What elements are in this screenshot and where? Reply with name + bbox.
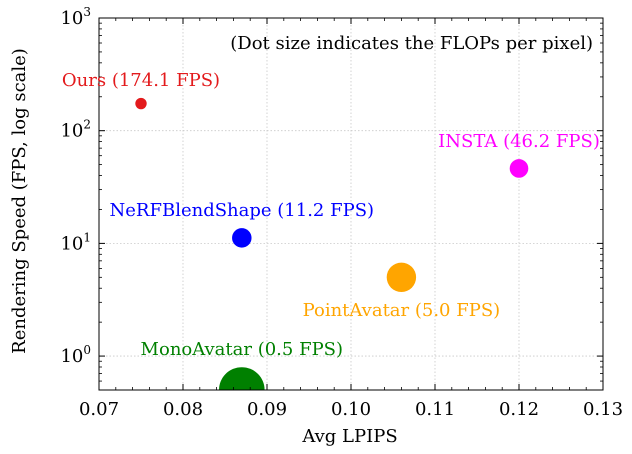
y-tick-label: 103 <box>60 5 91 29</box>
x-tick-label: 0.09 <box>247 399 287 420</box>
y-tick-label: 100 <box>60 343 91 367</box>
x-tick-label: 0.08 <box>163 399 203 420</box>
x-tick-label: 0.07 <box>79 399 119 420</box>
data-points <box>135 97 529 390</box>
point-labels: Ours (174.1 FPS) INSTA (46.2 FPS) NeRFBlen… <box>62 70 600 360</box>
label-nerfblendshape: NeRFBlendShape (11.2 FPS) <box>110 200 375 221</box>
x-axis-label: Avg LPIPS <box>301 426 397 447</box>
grid <box>99 18 603 390</box>
x-tick-label: 0.13 <box>583 399 623 420</box>
x-tick-label: 0.10 <box>331 399 371 420</box>
size-annotation: (Dot size indicates the FLOPs per pixel) <box>230 33 593 54</box>
x-tick-label: 0.12 <box>499 399 539 420</box>
y-axis-label: Rendering Speed (FPS, log scale) <box>9 48 30 354</box>
point-ours <box>135 97 147 110</box>
y-tick-label: 101 <box>60 230 91 254</box>
point-pointavatar <box>386 262 417 293</box>
label-insta: INSTA (46.2 FPS) <box>438 131 600 152</box>
label-ours: Ours (174.1 FPS) <box>62 70 220 91</box>
label-monoavatar: MonoAvatar (0.5 FPS) <box>141 339 343 360</box>
y-tick-label: 102 <box>60 118 91 142</box>
label-pointavatar: PointAvatar (5.0 FPS) <box>303 300 501 321</box>
point-nerfblendshape <box>232 228 252 248</box>
point-monoavatar <box>219 367 265 390</box>
ticks: 0.07 0.08 0.09 0.10 0.11 0.12 0.13 100 101 102 103 <box>60 5 623 420</box>
point-insta <box>509 159 529 178</box>
x-tick-label: 0.11 <box>415 399 455 420</box>
